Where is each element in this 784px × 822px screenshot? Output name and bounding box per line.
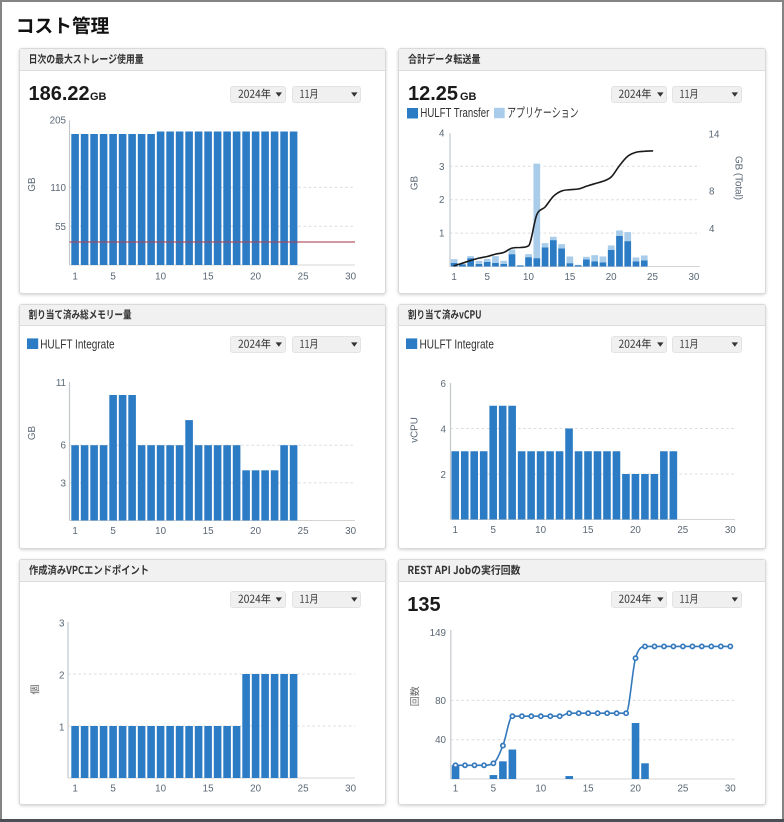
svg-text:10: 10 — [155, 271, 166, 282]
svg-text:10: 10 — [155, 783, 166, 794]
svg-text:1: 1 — [72, 783, 77, 794]
svg-text:205: 205 — [50, 115, 67, 126]
svg-text:5: 5 — [110, 271, 116, 282]
svg-text:GB: GB — [27, 177, 38, 192]
svg-text:3: 3 — [439, 162, 445, 173]
svg-text:30: 30 — [725, 783, 736, 794]
svg-text:11: 11 — [56, 378, 66, 389]
svg-text:10: 10 — [155, 526, 166, 537]
svg-text:3: 3 — [61, 478, 67, 489]
svg-text:5: 5 — [490, 525, 496, 536]
svg-text:4: 4 — [439, 128, 445, 139]
svg-text:5: 5 — [491, 783, 497, 794]
svg-text:HULFT Integrate: HULFT Integrate — [420, 336, 494, 351]
svg-text:HULFT Transfer: HULFT Transfer — [420, 105, 489, 120]
svg-text:1: 1 — [72, 271, 77, 282]
svg-text:8: 8 — [709, 186, 715, 197]
svg-text:20: 20 — [250, 271, 261, 282]
svg-text:135: 135 — [407, 594, 440, 616]
svg-text:25: 25 — [677, 525, 688, 536]
svg-text:149: 149 — [430, 628, 446, 639]
svg-text:20: 20 — [630, 525, 641, 536]
svg-text:15: 15 — [203, 271, 214, 282]
svg-text:12.25: 12.25 — [408, 83, 458, 105]
svg-text:1: 1 — [439, 229, 444, 240]
svg-text:40: 40 — [435, 735, 446, 746]
svg-text:110: 110 — [50, 183, 66, 194]
svg-text:10: 10 — [523, 272, 534, 283]
svg-text:20: 20 — [250, 526, 261, 537]
svg-text:15: 15 — [203, 526, 214, 537]
svg-text:30: 30 — [725, 525, 736, 536]
svg-text:2: 2 — [439, 195, 444, 206]
svg-text:15: 15 — [583, 783, 594, 794]
svg-text:15: 15 — [203, 783, 214, 794]
svg-text:20: 20 — [250, 783, 261, 794]
svg-text:30: 30 — [345, 526, 356, 537]
svg-text:55: 55 — [55, 222, 66, 233]
svg-text:GB: GB — [27, 425, 38, 440]
svg-text:30: 30 — [345, 271, 356, 282]
svg-text:GB: GB — [410, 175, 421, 190]
svg-text:25: 25 — [298, 526, 309, 537]
svg-text:1: 1 — [452, 525, 457, 536]
svg-text:GB (Total): GB (Total) — [732, 156, 743, 200]
svg-text:5: 5 — [110, 526, 116, 537]
svg-text:20: 20 — [630, 783, 641, 794]
svg-text:10: 10 — [535, 783, 546, 794]
svg-text:1: 1 — [453, 783, 458, 794]
svg-text:3: 3 — [59, 618, 65, 629]
svg-text:GB: GB — [460, 91, 477, 103]
svg-text:80: 80 — [435, 696, 446, 707]
svg-text:1: 1 — [72, 526, 77, 537]
svg-text:25: 25 — [298, 783, 309, 794]
svg-text:15: 15 — [564, 272, 575, 283]
svg-text:4: 4 — [709, 224, 715, 235]
svg-text:GB: GB — [90, 91, 107, 103]
svg-text:25: 25 — [298, 271, 309, 282]
svg-text:30: 30 — [345, 783, 356, 794]
svg-text:10: 10 — [535, 525, 546, 536]
svg-text:6: 6 — [61, 441, 67, 452]
svg-text:30: 30 — [688, 272, 699, 283]
svg-text:5: 5 — [484, 272, 490, 283]
svg-text:25: 25 — [677, 783, 688, 794]
svg-text:1: 1 — [59, 722, 64, 733]
svg-text:186.22: 186.22 — [29, 83, 90, 105]
svg-text:14: 14 — [709, 130, 720, 141]
svg-text:15: 15 — [583, 525, 594, 536]
svg-text:20: 20 — [606, 272, 617, 283]
svg-text:1: 1 — [451, 272, 456, 283]
svg-text:5: 5 — [110, 783, 116, 794]
svg-text:vCPU: vCPU — [410, 417, 421, 443]
svg-text:25: 25 — [647, 272, 658, 283]
svg-text:2: 2 — [59, 670, 64, 681]
svg-text:6: 6 — [441, 379, 447, 390]
svg-text:4: 4 — [441, 424, 447, 435]
svg-text:2: 2 — [441, 470, 446, 481]
svg-text:HULFT Integrate: HULFT Integrate — [40, 336, 114, 351]
